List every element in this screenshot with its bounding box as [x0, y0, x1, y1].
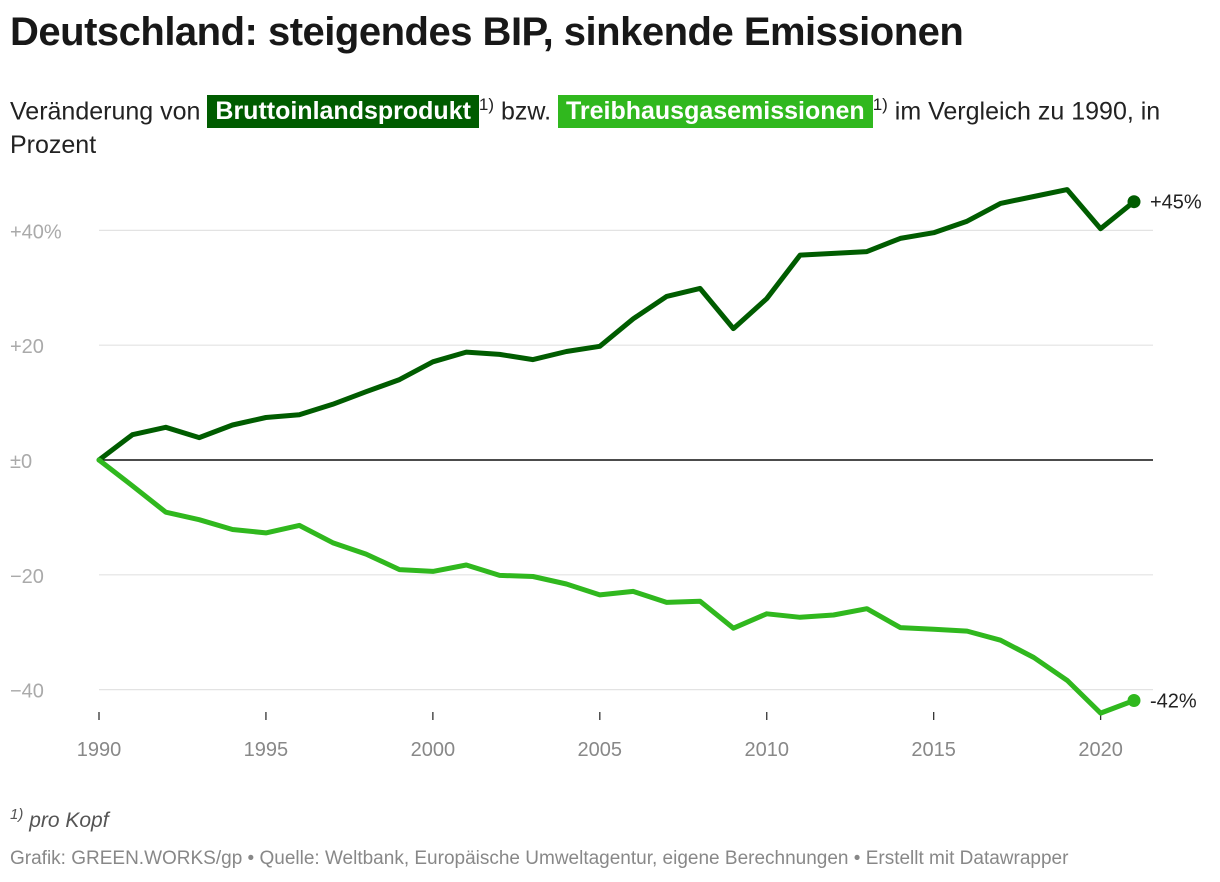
series-end-dot-ghg: [1127, 694, 1141, 708]
y-tick-label: +20: [10, 336, 44, 358]
x-tick-label: 1990: [77, 739, 122, 761]
x-tick-label: 1995: [244, 739, 289, 761]
footnote-marker: 1): [10, 806, 24, 823]
series-end-label-ghg: -42%: [1150, 691, 1197, 713]
x-tick-label: 2000: [411, 739, 456, 761]
footnote: 1) pro Kopf: [10, 806, 109, 833]
y-tick-label: −40: [10, 681, 44, 703]
line-chart: +40% +20 ±0 −20 −40 1990 1995 2000 2005 2010 2015 2…: [10, 187, 1202, 761]
legend-ghg-chip: Treibhausgasemissionen: [557, 95, 873, 129]
chart-subtitle: Veränderung von Bruttoinlandsprodukt 1) b…: [10, 88, 1190, 162]
series-line-gdp: [96, 187, 1137, 463]
series-end-label-gdp: +45%: [1150, 192, 1202, 214]
footnote-ref-gdp: 1): [478, 95, 495, 114]
chart-title: Deutschland: steigendes BIP, sinkende Em…: [10, 10, 964, 54]
y-tick-label: ±0: [10, 451, 32, 473]
subtitle-mid: bzw.: [501, 97, 552, 126]
x-tick-label: 2015: [911, 739, 956, 761]
x-tick-label: 2010: [744, 739, 789, 761]
x-tick-label: 2020: [1078, 739, 1123, 761]
x-tick-label: 2005: [578, 739, 623, 761]
subtitle-suffix: im Vergleich zu 1990, in Prozent: [10, 97, 1161, 160]
y-tick-label: +40%: [10, 221, 62, 243]
subtitle-prefix: Veränderung von: [10, 97, 201, 126]
footnote-text: pro Kopf: [29, 809, 109, 832]
legend-gdp-chip: Bruttoinlandsprodukt: [207, 95, 479, 129]
series-line-ghg: [96, 457, 1137, 716]
footnote-ref-ghg: 1): [872, 95, 888, 114]
credit-line: Grafik: GREEN.WORKS/gp • Quelle: Weltban…: [10, 848, 1069, 869]
series-end-dot-gdp: [1127, 195, 1141, 209]
y-tick-label: −20: [10, 566, 44, 588]
